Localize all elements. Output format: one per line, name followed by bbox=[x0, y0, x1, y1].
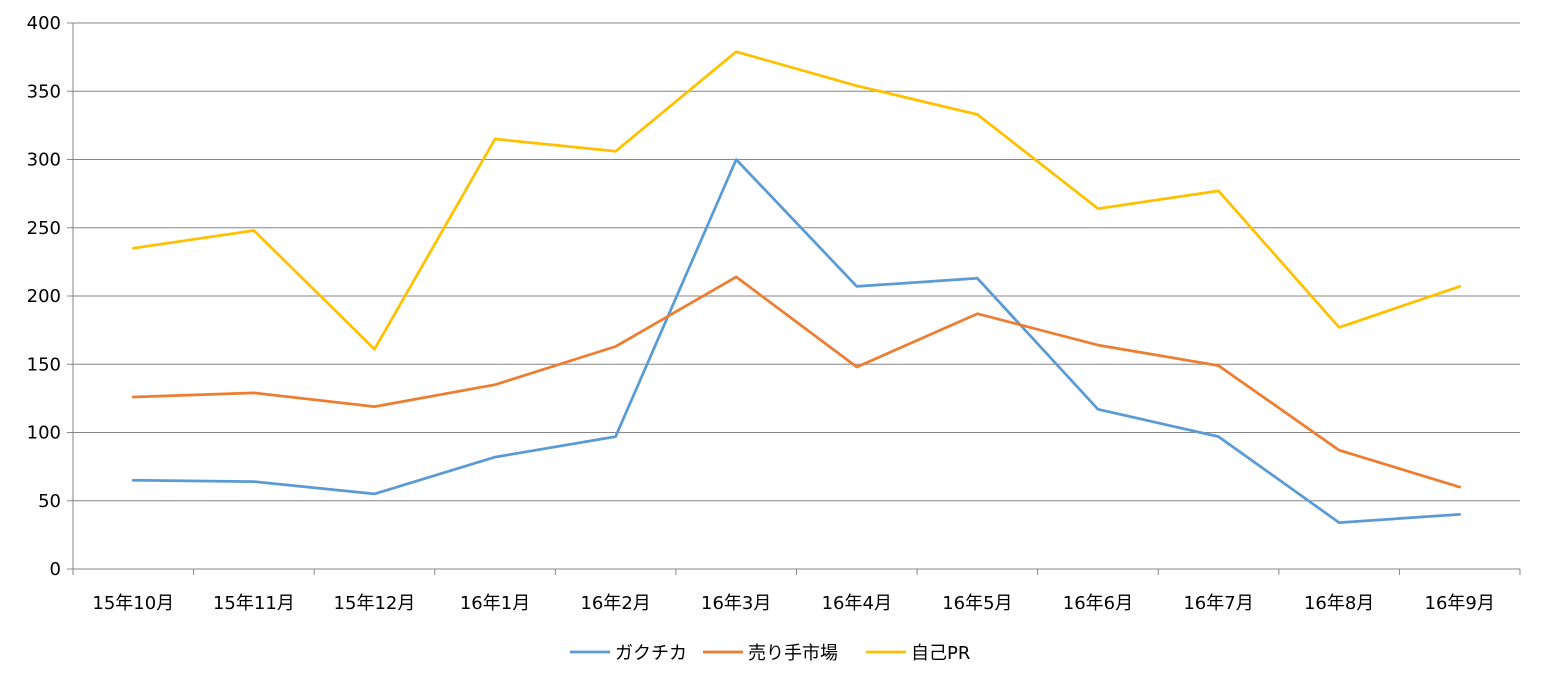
y-tick-label: 350 bbox=[27, 81, 61, 102]
x-tick-label: 16年2月 bbox=[580, 593, 650, 614]
x-tick-label: 16年9月 bbox=[1425, 593, 1495, 614]
x-tick-labels: 15年10月 15年11月 15年12月 16年1月 16年2月 16年3月 16年4月 16… bbox=[92, 593, 1495, 614]
legend-label-1: 売り手市場 bbox=[748, 643, 838, 664]
axes bbox=[67, 22, 1521, 575]
grid-lines bbox=[73, 22, 1520, 502]
y-tick-label: 200 bbox=[27, 286, 61, 307]
legend-label-2: 自己PR bbox=[911, 643, 970, 664]
series-line-0 bbox=[131, 158, 1462, 524]
y-tick-label: 300 bbox=[27, 150, 61, 171]
x-tick-label: 16年4月 bbox=[822, 593, 892, 614]
legend-label-0: ガクチカ bbox=[615, 643, 687, 664]
series-line-2 bbox=[131, 50, 1462, 351]
y-tick-labels: 0 50 100 150 200 250 300 350 400 bbox=[27, 13, 61, 580]
y-tick-label: 400 bbox=[27, 13, 61, 34]
x-tick-label: 15年12月 bbox=[334, 593, 416, 614]
x-tick-label: 16年1月 bbox=[460, 593, 530, 614]
x-tick-label: 16年8月 bbox=[1304, 593, 1374, 614]
y-tick-label: 100 bbox=[27, 423, 61, 444]
x-tick-label: 15年11月 bbox=[213, 593, 295, 614]
y-tick-label: 50 bbox=[38, 491, 61, 512]
x-tick-label: 15年10月 bbox=[92, 593, 174, 614]
x-tick-label: 16年5月 bbox=[942, 593, 1012, 614]
y-tick-label: 250 bbox=[27, 218, 61, 239]
x-tick-label: 16年7月 bbox=[1183, 593, 1253, 614]
x-tick-label: 16年3月 bbox=[701, 593, 771, 614]
y-tick-label: 0 bbox=[50, 559, 61, 580]
y-tick-label: 150 bbox=[27, 354, 61, 375]
legend: ガクチカ 売り手市場 自己PR bbox=[570, 643, 970, 664]
x-tick-label: 16年6月 bbox=[1063, 593, 1133, 614]
series-line-1 bbox=[131, 275, 1462, 489]
series-lines bbox=[131, 50, 1462, 524]
